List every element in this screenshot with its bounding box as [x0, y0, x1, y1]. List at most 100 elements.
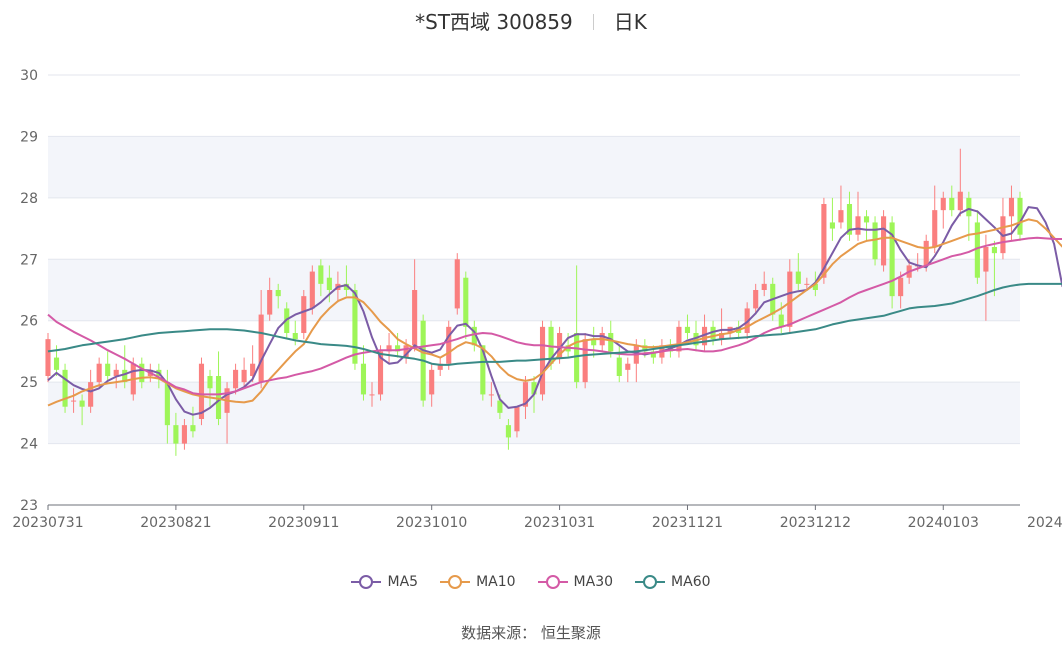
candle: [326, 265, 332, 303]
candle: [522, 376, 529, 419]
candle-body: [778, 314, 784, 327]
y-tick-label: 25: [20, 375, 38, 391]
candle-body: [233, 369, 239, 389]
candle-body: [514, 406, 520, 432]
candle-body: [676, 326, 682, 352]
candle: [1008, 185, 1015, 241]
legend-item-ma5[interactable]: MA5: [351, 574, 418, 590]
candle-body: [250, 363, 256, 376]
y-tick-label: 24: [20, 437, 38, 453]
candle-body: [557, 333, 563, 358]
candle: [846, 191, 853, 241]
legend-item-ma60[interactable]: MA60: [635, 574, 711, 590]
stock-name: *ST西域 300859: [415, 10, 573, 34]
candle-body: [488, 394, 494, 396]
candle: [701, 314, 708, 352]
candle-body: [812, 283, 818, 290]
candle: [318, 259, 324, 297]
y-tick-label: 30: [20, 68, 38, 84]
candle-body: [62, 369, 68, 407]
candle: [889, 216, 895, 309]
candle-body: [539, 326, 546, 395]
candle-body: [207, 376, 213, 389]
candle-body: [821, 204, 827, 278]
candle-body: [608, 333, 614, 352]
x-tick-label: 20231121: [652, 515, 723, 531]
candle: [395, 333, 401, 358]
x-tick-label: 20231031: [524, 515, 595, 531]
candle-body: [983, 247, 989, 272]
candle: [360, 345, 367, 401]
candle-body: [395, 345, 401, 352]
candle: [983, 234, 989, 321]
candle: [940, 191, 946, 229]
candle-body: [292, 333, 298, 340]
grid: [48, 74, 1020, 506]
candle-body: [966, 197, 972, 217]
candle-body: [463, 277, 469, 327]
legend-label-ma5: MA5: [387, 574, 419, 590]
candle-body: [429, 369, 435, 395]
candle-body: [505, 425, 511, 438]
y-tick-label: 27: [20, 252, 38, 268]
candle: [625, 357, 631, 383]
plot-area[interactable]: 23 24 25 26 27 28 29 30 20230731 20230821 2023091…: [0, 0, 1062, 560]
candle: [488, 382, 494, 407]
candle-body: [642, 345, 648, 352]
x-tick-label: 20240123: [1027, 515, 1062, 531]
ma5-legend-icon: [351, 574, 382, 590]
candle-body: [684, 326, 691, 333]
candle-body: [761, 283, 767, 290]
candle: [684, 314, 691, 340]
candle-body: [96, 363, 102, 383]
x-tick-label: 20231010: [396, 515, 467, 531]
candle: [412, 259, 418, 352]
candle-body: [957, 191, 963, 211]
candle-body: [591, 339, 597, 346]
candle: [233, 363, 239, 395]
candle-body: [881, 216, 887, 266]
legend: MA5 MA10 MA30 MA60: [0, 574, 1062, 590]
candle: [505, 419, 511, 450]
legend-item-ma30[interactable]: MA30: [537, 574, 613, 590]
candle-body: [625, 363, 631, 370]
ma-lines: [47, 206, 1062, 416]
x-tick-label: 20231212: [780, 515, 851, 531]
candle: [548, 320, 554, 370]
candle-body: [940, 197, 946, 211]
title-divider: [592, 14, 594, 30]
candle-body: [898, 277, 904, 297]
x-tick-label: 20230911: [268, 515, 339, 531]
candle: [139, 357, 145, 389]
candle: [804, 277, 810, 290]
candle-body: [991, 247, 997, 254]
candle-body: [480, 345, 486, 395]
ma30-line: [47, 236, 1062, 396]
candle-body: [45, 339, 51, 376]
candle: [343, 265, 349, 297]
candle-body: [855, 216, 861, 235]
candle-body: [446, 326, 452, 364]
candle-body: [198, 363, 205, 419]
candle: [181, 419, 187, 450]
candle-body: [889, 222, 895, 297]
candle-body: [173, 425, 179, 444]
candle-body: [403, 345, 409, 358]
candle-body: [923, 240, 929, 266]
candle: [241, 357, 247, 389]
grid-band: [48, 136, 1020, 198]
candle: [838, 185, 844, 229]
candle-body: [360, 363, 367, 395]
legend-label-ma60: MA60: [671, 574, 711, 590]
candle: [676, 320, 682, 358]
candle: [966, 191, 972, 241]
legend-item-ma10[interactable]: MA10: [440, 574, 516, 590]
ma10-legend-icon: [440, 574, 471, 590]
candle-body: [113, 369, 119, 376]
candle-body: [846, 204, 853, 235]
candle-body: [753, 290, 759, 309]
candle: [829, 197, 835, 241]
candle-body: [241, 369, 247, 383]
candle: [872, 216, 878, 266]
candle-body: [352, 290, 358, 364]
